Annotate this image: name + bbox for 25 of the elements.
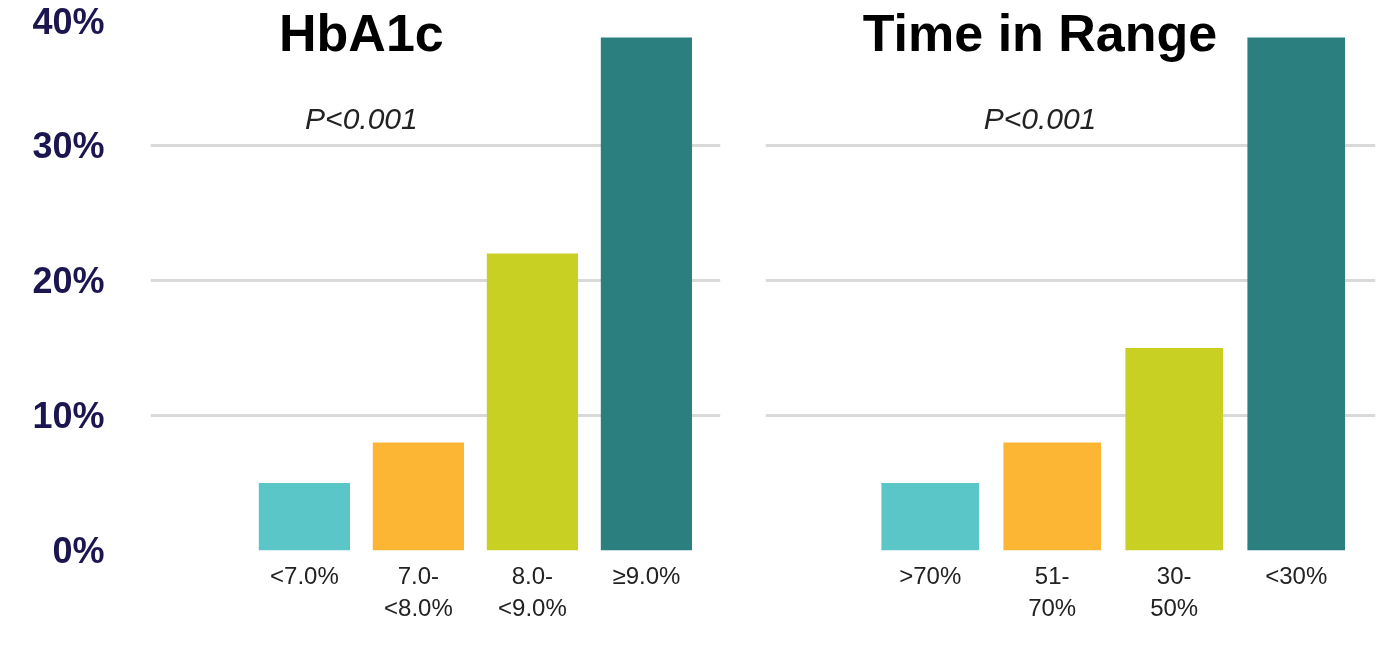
bar [486, 253, 578, 551]
x-tick-label: 51- 70% [1028, 561, 1077, 621]
x-tick-label: 30- 50% [1150, 561, 1199, 621]
x-tick-label: <7.0% [270, 561, 339, 589]
chart-title: HbA1c [279, 3, 444, 62]
annotation: P<0.001 [305, 101, 418, 135]
y-tick-label: 20% [32, 260, 105, 301]
bar [1247, 37, 1345, 551]
y-tick-label: 40% [32, 0, 105, 42]
chart-title: Time in Range [862, 3, 1218, 62]
x-tick-label: 7.0- <8.0% [384, 561, 453, 621]
bar [600, 37, 692, 551]
x-tick-label: <30% [1265, 561, 1328, 589]
bar [258, 483, 350, 551]
x-tick-label: 8.0- <9.0% [498, 561, 567, 621]
y-tick-label: 30% [32, 125, 105, 166]
bar [1003, 442, 1101, 551]
y-tick-label: 10% [32, 395, 105, 436]
y-tick-label: 0% [52, 530, 105, 571]
bar [1125, 348, 1223, 551]
x-tick-label: >70% [899, 561, 962, 589]
bar [881, 483, 979, 551]
annotation: P<0.001 [983, 101, 1097, 135]
x-tick-label: ≥9.0% [612, 561, 681, 589]
bar [372, 442, 464, 551]
